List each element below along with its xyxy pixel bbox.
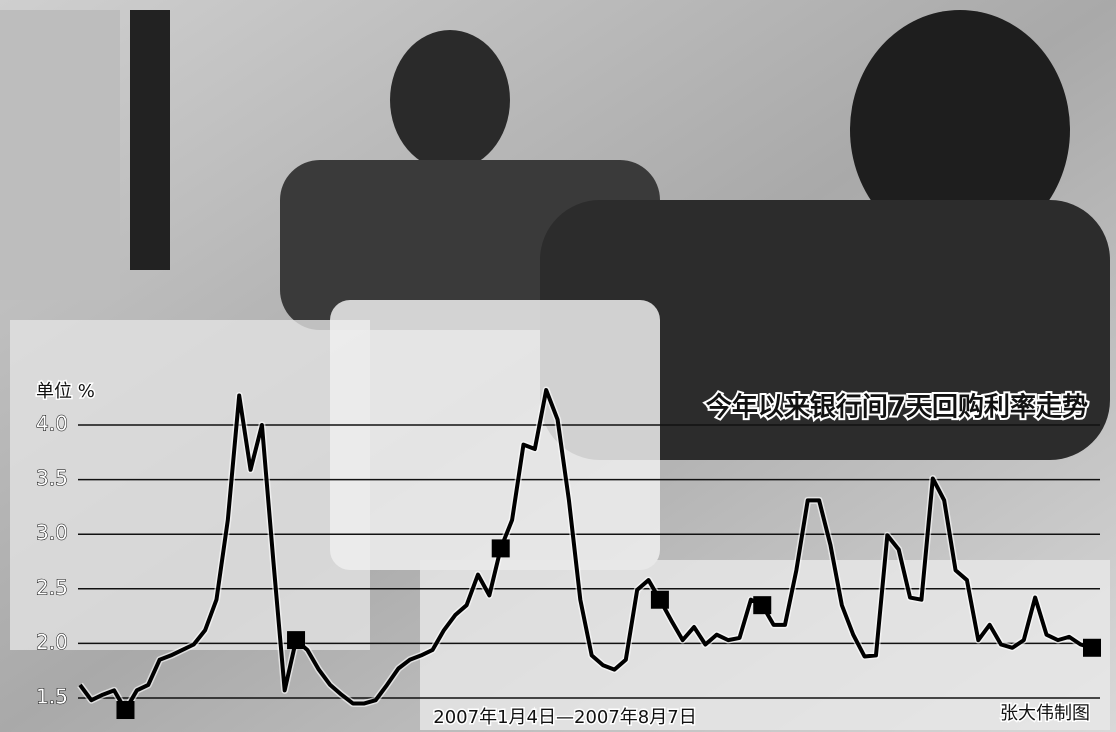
y-tick-label: 1.5 — [36, 685, 68, 709]
y-tick-label: 3.5 — [36, 466, 68, 490]
y-unit-label: 单位 % — [36, 381, 95, 402]
photo-person — [850, 10, 1070, 250]
photo-money — [10, 320, 370, 650]
marker — [491, 539, 510, 558]
photo-machine — [330, 300, 660, 570]
marker — [1083, 638, 1101, 657]
x-axis-label: 2007年1月4日—2007年8月7日 — [433, 707, 696, 728]
y-tick-label: 2.0 — [36, 630, 68, 654]
y-tick-label: 3.0 — [36, 521, 68, 545]
marker — [753, 596, 772, 615]
y-tick-label: 4.0 — [36, 412, 68, 436]
marker — [116, 701, 135, 720]
y-tick-label: 2.5 — [36, 575, 68, 599]
marker — [287, 631, 306, 650]
chart-title: 今年以来银行间7天回购利率走势 — [706, 392, 1088, 423]
photo-person — [390, 30, 510, 170]
photo-person — [540, 200, 1110, 460]
photo-door — [130, 10, 170, 270]
photo-wall — [0, 10, 120, 300]
credit: 张大伟制图 — [1000, 703, 1090, 724]
marker — [650, 590, 669, 609]
line — [78, 388, 1093, 713]
